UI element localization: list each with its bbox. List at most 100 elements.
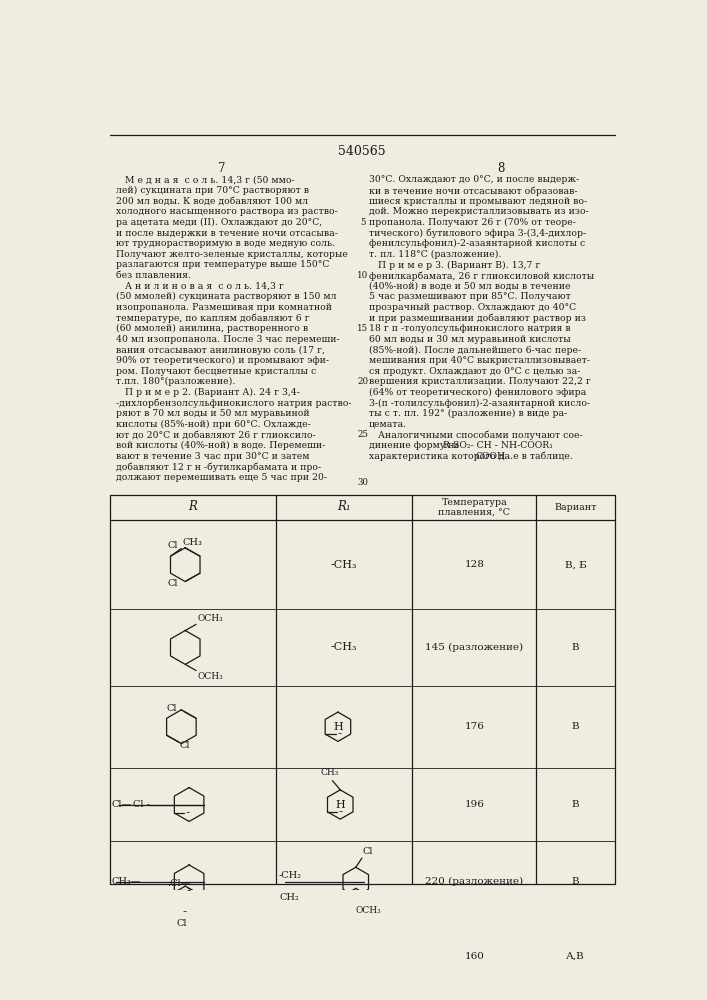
Text: вания отсасывают анилиновую соль (17 г,: вания отсасывают анилиновую соль (17 г, (116, 345, 325, 355)
Text: -: - (339, 805, 342, 818)
Text: 10: 10 (357, 271, 368, 280)
Text: CH₃—: CH₃— (112, 877, 141, 886)
Text: -: - (185, 806, 189, 820)
Text: 60 мл воды и 30 мл муравьиной кислоты: 60 мл воды и 30 мл муравьиной кислоты (369, 335, 571, 344)
Text: (50 ммолей) сукцината растворяют в 150 мл: (50 ммолей) сукцината растворяют в 150 м… (116, 292, 337, 301)
Text: Cl—: Cl— (112, 800, 132, 809)
Text: OCH₃: OCH₃ (198, 672, 223, 681)
Text: кислоты (85%-ной) при 60°С. Охлажде-: кислоты (85%-ной) при 60°С. Охлажде- (116, 420, 311, 429)
Text: и при размешивании добавляют раствор из: и при размешивании добавляют раствор из (369, 314, 586, 323)
Text: -CH₂: -CH₂ (279, 871, 302, 880)
Text: Вариант: Вариант (554, 503, 597, 512)
Text: тического) бутилового эфира 3-(3,4-дихлор-: тического) бутилового эфира 3-(3,4-дихло… (369, 229, 586, 238)
Text: ряют в 70 мл воды и 50 мл муравьиной: ряют в 70 мл воды и 50 мл муравьиной (116, 409, 310, 418)
Text: -дихлорбензолсульфинокислого натрия раство-: -дихлорбензолсульфинокислого натрия раст… (116, 399, 352, 408)
Text: 540565: 540565 (338, 145, 386, 158)
Text: В, Б: В, Б (565, 560, 586, 569)
Text: холодного насыщенного раствора из раство-: холодного насыщенного раствора из раство… (116, 207, 338, 216)
Text: ют труднорастворимую в воде медную соль.: ют труднорастворимую в воде медную соль. (116, 239, 335, 248)
Text: 128: 128 (464, 560, 484, 569)
Text: фенилсульфонил)-2-азаянтарной кислоты с: фенилсульфонил)-2-азаянтарной кислоты с (369, 239, 585, 248)
Text: мешивания при 40°С выкристаллизовывает-: мешивания при 40°С выкристаллизовывает- (369, 356, 590, 365)
Text: 30°С. Охлаждают до 0°С, и после выдерж-: 30°С. Охлаждают до 0°С, и после выдерж- (369, 175, 579, 184)
Text: т.пл. 180°(разложение).: т.пл. 180°(разложение). (116, 377, 235, 386)
Text: вершения кристаллизации. Получают 22,2 г: вершения кристаллизации. Получают 22,2 г (369, 377, 590, 386)
Text: температуре, по каплям добавляют 6 г: температуре, по каплям добавляют 6 г (116, 314, 310, 323)
Text: -: - (337, 728, 341, 741)
Text: 145 (разложение): 145 (разложение) (426, 643, 523, 652)
Text: CH₂: CH₂ (279, 893, 299, 902)
Text: (40%-ной) в воде и 50 мл воды в течение: (40%-ной) в воде и 50 мл воды в течение (369, 282, 571, 291)
Text: 20: 20 (357, 377, 368, 386)
Text: П р и м е р 2. (Вариант А). 24 г 3,4-: П р и м е р 2. (Вариант А). 24 г 3,4- (116, 388, 300, 397)
Text: CH₃: CH₃ (182, 538, 202, 547)
Text: П р и м е р 3. (Вариант В). 13,7 г: П р и м е р 3. (Вариант В). 13,7 г (369, 260, 540, 270)
Text: характеристика которого да.е в таблице.: характеристика которого да.е в таблице. (369, 452, 573, 461)
Text: (85%-ной). После дальнейшего 6-час пере-: (85%-ной). После дальнейшего 6-час пере- (369, 345, 581, 355)
Text: ют до 20°С и добавляют 26 г глиоксило-: ют до 20°С и добавляют 26 г глиоксило- (116, 430, 316, 439)
Text: COOH: COOH (476, 452, 506, 461)
Text: 5 час размешивают при 85°С. Получают: 5 час размешивают при 85°С. Получают (369, 292, 571, 301)
Text: 5: 5 (360, 218, 366, 227)
Text: без плавления.: без плавления. (116, 271, 192, 280)
Text: (64% от теоретического) фенилового эфира: (64% от теоретического) фенилового эфира (369, 388, 586, 397)
Text: 90% от теоретического) и промывают эфи-: 90% от теоретического) и промывают эфи- (116, 356, 329, 365)
Text: В: В (572, 800, 579, 809)
Text: Cl: Cl (168, 541, 178, 550)
Text: Температура: Температура (441, 498, 507, 507)
Text: R-SO₂- CH - NH-COOR₁: R-SO₂- CH - NH-COOR₁ (443, 441, 553, 450)
Text: -: - (183, 905, 187, 918)
Text: (60 ммолей) анилина, растворенного в: (60 ммолей) анилина, растворенного в (116, 324, 308, 333)
Text: 8: 8 (497, 162, 504, 175)
Text: OCH₃: OCH₃ (198, 614, 223, 623)
Text: плавления, °С: плавления, °С (438, 508, 510, 517)
Text: должают перемешивать еще 5 час при 20-: должают перемешивать еще 5 час при 20- (116, 473, 327, 482)
Text: Cl: Cl (177, 919, 187, 928)
Text: В: В (572, 722, 579, 731)
Text: 3-(п -толилсульфонил)-2-азаянтарной кисло-: 3-(п -толилсульфонил)-2-азаянтарной кисл… (369, 399, 590, 408)
Text: динение формулы: динение формулы (369, 441, 459, 450)
Text: H: H (335, 800, 345, 810)
Text: H: H (333, 722, 343, 732)
Text: Получают желто-зеленые кристаллы, которые: Получают желто-зеленые кристаллы, которы… (116, 250, 348, 259)
Text: разлагаются при температуре выше 150°С: разлагаются при температуре выше 150°С (116, 260, 329, 269)
Text: 15: 15 (357, 324, 368, 333)
Text: ты с т. пл. 192° (разложение) в виде ра-: ты с т. пл. 192° (разложение) в виде ра- (369, 409, 567, 418)
Text: вают в течение 3 час при 30°С и затем: вают в течение 3 час при 30°С и затем (116, 452, 310, 461)
Text: В: В (572, 877, 579, 886)
Text: -: - (187, 884, 191, 897)
Text: пропанола. Получают 26 г (70% от теоре-: пропанола. Получают 26 г (70% от теоре- (369, 218, 575, 227)
Text: В: В (572, 643, 579, 652)
Text: изопропанола. Размешивая при комнатной: изопропанола. Размешивая при комнатной (116, 303, 332, 312)
Text: -CH₃: -CH₃ (331, 560, 357, 570)
Text: Cl: Cl (168, 579, 178, 588)
Text: ра ацетата меди (II). Охлаждают до 20°С,: ра ацетата меди (II). Охлаждают до 20°С, (116, 218, 322, 227)
Text: Cl: Cl (363, 847, 373, 856)
Text: фенилкарбамата, 26 г глиоксиловой кислоты: фенилкарбамата, 26 г глиоксиловой кислот… (369, 271, 594, 281)
Text: М е д н а я  с о л ь. 14,3 г (50 ммо-: М е д н а я с о л ь. 14,3 г (50 ммо- (116, 175, 295, 184)
Text: CH₃: CH₃ (320, 768, 339, 777)
Text: лей) сукцината при 70°С растворяют в: лей) сукцината при 70°С растворяют в (116, 186, 309, 195)
Text: дой. Можно перекристаллизовывать из изо-: дой. Можно перекристаллизовывать из изо- (369, 207, 589, 216)
Text: А,В: А,В (566, 952, 585, 961)
Text: 40 мл изопропанола. После 3 час перемеши-: 40 мл изопропанола. После 3 час перемеши… (116, 335, 340, 344)
Text: Cl: Cl (167, 704, 177, 713)
Text: Аналогичными способами получают сое-: Аналогичными способами получают сое- (369, 430, 583, 440)
Text: 25: 25 (357, 430, 368, 439)
Text: 196: 196 (464, 800, 484, 809)
Text: цемата.: цемата. (369, 420, 407, 429)
Text: прозрачный раствор. Охлаждают до 40°С: прозрачный раствор. Охлаждают до 40°С (369, 303, 576, 312)
Text: добавляют 12 г н -бутилкарбамата и про-: добавляют 12 г н -бутилкарбамата и про- (116, 462, 322, 472)
Text: Cl -: Cl - (134, 800, 150, 809)
Text: -CH₃: -CH₃ (331, 642, 357, 652)
Text: ки в течение ночи отсасывают образовав-: ки в течение ночи отсасывают образовав- (369, 186, 578, 196)
Text: 30: 30 (357, 478, 368, 487)
Text: 7: 7 (218, 162, 226, 175)
Text: и после выдержки в течение ночи отсасыва-: и после выдержки в течение ночи отсасыва… (116, 229, 338, 238)
Text: т. пл. 118°С (разложение).: т. пл. 118°С (разложение). (369, 250, 501, 259)
Text: шиеся кристаллы и промывают ледяной во-: шиеся кристаллы и промывают ледяной во- (369, 197, 587, 206)
Text: вой кислоты (40%-ной) в воде. Перемеши-: вой кислоты (40%-ной) в воде. Перемеши- (116, 441, 325, 450)
Text: А н и л и н о в а я  с о л ь. 14,3 г: А н и л и н о в а я с о л ь. 14,3 г (116, 282, 284, 291)
Text: .Cl—: .Cl— (168, 879, 191, 888)
Text: 18 г п -толуолсульфинокислого натрия в: 18 г п -толуолсульфинокислого натрия в (369, 324, 571, 333)
